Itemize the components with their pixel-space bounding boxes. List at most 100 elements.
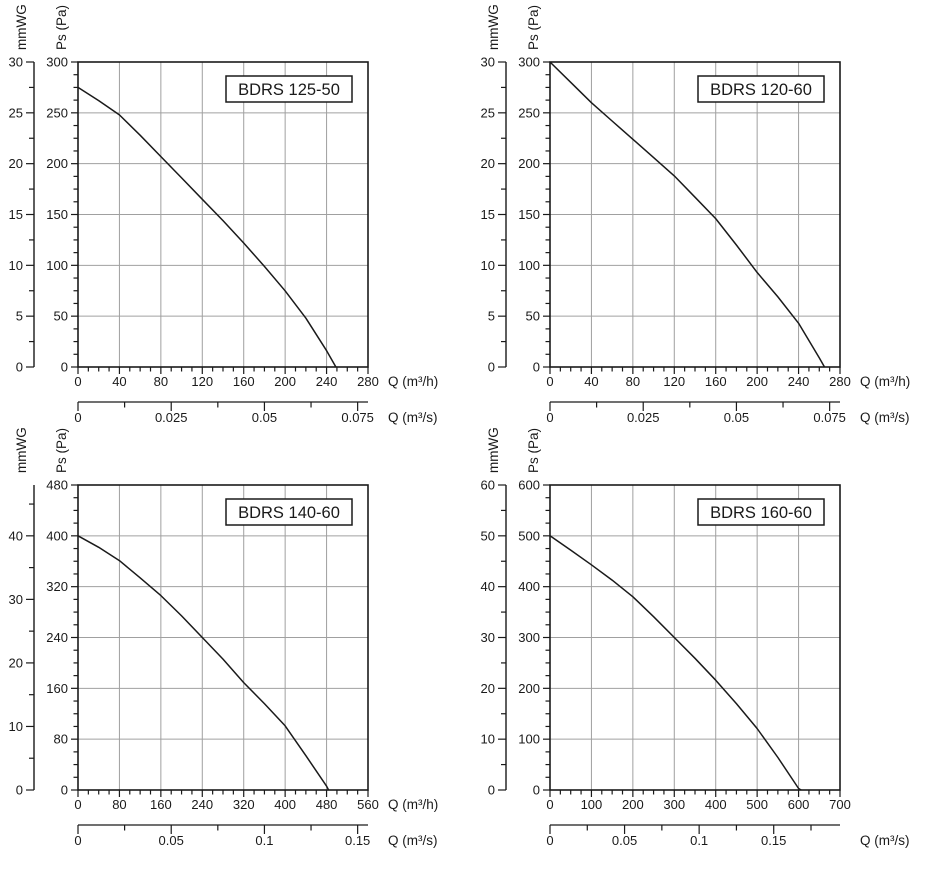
mmwg-tick-label: 0 (488, 360, 495, 375)
mmwg-tick-label: 30 (481, 630, 495, 645)
mmwg-tick-label: 5 (16, 309, 23, 324)
x2-tick-label: 0 (74, 410, 81, 425)
y-tick-label: 80 (54, 732, 68, 747)
x-tick-label: 280 (829, 374, 851, 389)
x2-tick-label: 0 (546, 833, 553, 848)
mmwg-axis-title: mmWG (486, 4, 501, 50)
x2-axis-title: Q (m³/s) (860, 833, 910, 848)
y-tick-label: 300 (46, 55, 68, 70)
y-tick-label: 0 (61, 360, 68, 375)
mmwg-axis-title: mmWG (14, 4, 29, 50)
y-axis-pa: 0 80 160 240 320 400 480 (46, 478, 78, 798)
x-tick-label: 600 (788, 797, 810, 812)
fan-curve (77, 86, 337, 368)
pa-axis-title: Ps (Pa) (54, 5, 69, 50)
mmwg-tick-label: 30 (9, 592, 23, 607)
x-tick-label: 100 (581, 797, 603, 812)
y-tick-label: 240 (46, 630, 68, 645)
x-tick-label: 700 (829, 797, 851, 812)
x-axis-m3h: 0 80 160 240 320 400 480 560 Q (m³/h) (74, 790, 438, 812)
x2-axis-m3s: 0 0.025 0.05 0.075 Q (m³/s) (546, 401, 910, 425)
mmwg-tick-label: 15 (9, 207, 23, 222)
pa-axis-title: Ps (Pa) (526, 5, 541, 50)
y-tick-label: 250 (518, 105, 540, 120)
x-tick-label: 40 (584, 374, 598, 389)
y-tick-label: 100 (46, 258, 68, 273)
x-tick-label: 80 (112, 797, 126, 812)
fan-curve (77, 535, 330, 791)
mmwg-tick-label: 30 (9, 55, 23, 70)
x-tick-label: 80 (626, 374, 640, 389)
fan-curve (549, 61, 826, 368)
x2-tick-label: 0 (74, 833, 81, 848)
x2-tick-label: 0.15 (761, 833, 786, 848)
chart-title: BDRS 160-60 (710, 504, 812, 522)
x-axis-m3h: 0 40 80 120 160 200 240 280 Q (m³/h) (546, 367, 910, 389)
y-tick-label: 400 (46, 528, 68, 543)
x2-axis-m3s: 0 0.05 0.1 0.15 Q (m³/s) (74, 824, 438, 848)
mmwg-axis-title: mmWG (14, 427, 29, 473)
x2-tick-label: 0.075 (341, 410, 374, 425)
y-tick-label: 0 (533, 360, 540, 375)
chart-bdrs-120-60: 0 40 80 120 160 200 240 280 Q (m³/h)050100150200… (481, 4, 911, 425)
x-tick-label: 200 (622, 797, 644, 812)
x-tick-label: 120 (663, 374, 685, 389)
mmwg-tick-label: 30 (481, 55, 495, 70)
mmwg-tick-label: 20 (9, 655, 23, 670)
x-tick-label: 200 (746, 374, 768, 389)
gridlines (78, 62, 368, 367)
x2-axis-title: Q (m³/s) (388, 833, 438, 848)
x-axis-m3h: 0 100 200 300 400 500 600 700 (546, 790, 851, 812)
y-tick-label: 600 (518, 478, 540, 493)
y-tick-label: 150 (518, 207, 540, 222)
x-tick-label: 320 (233, 797, 255, 812)
x2-tick-label: 0.025 (155, 410, 188, 425)
x-tick-label: 0 (74, 797, 81, 812)
y-tick-label: 50 (54, 309, 68, 324)
x2-tick-label: 0.025 (627, 410, 660, 425)
chart-title: BDRS 120-60 (710, 81, 812, 99)
x-tick-label: 200 (274, 374, 296, 389)
x-tick-label: 480 (316, 797, 338, 812)
mmwg-tick-label: 10 (481, 258, 495, 273)
x-tick-label: 160 (233, 374, 255, 389)
mmwg-tick-label: 10 (9, 258, 23, 273)
x-tick-label: 280 (357, 374, 379, 389)
x-tick-label: 0 (546, 797, 553, 812)
x2-tick-label: 0.05 (159, 833, 184, 848)
y-tick-label: 480 (46, 478, 68, 493)
x-tick-label: 40 (112, 374, 126, 389)
mmwg-tick-label: 10 (481, 732, 495, 747)
y-tick-label: 300 (518, 630, 540, 645)
mmwg-axis-title: mmWG (486, 427, 501, 473)
gridlines (550, 62, 840, 367)
x2-tick-label: 0.05 (612, 833, 637, 848)
x2-tick-label: 0.075 (813, 410, 846, 425)
mmwg-tick-label: 0 (16, 360, 23, 375)
x-tick-label: 120 (191, 374, 213, 389)
chart-bdrs-160-60: 0 100 200 300 400 500 600 700010020030040050060… (481, 427, 910, 848)
x-tick-label: 240 (788, 374, 810, 389)
gridlines (78, 485, 368, 790)
y-tick-label: 0 (61, 783, 68, 798)
x2-tick-label: 0.15 (345, 833, 370, 848)
mmwg-tick-label: 20 (9, 156, 23, 171)
x-tick-label: 0 (74, 374, 81, 389)
x-axis-title: Q (m³/h) (388, 374, 438, 389)
y-tick-label: 300 (518, 55, 540, 70)
x-tick-label: 560 (357, 797, 379, 812)
x-tick-label: 160 (150, 797, 172, 812)
mmwg-tick-label: 0 (488, 783, 495, 798)
y-axis-pa: 0 50 100 150 200 250 300 (518, 55, 550, 375)
pa-axis-title: Ps (Pa) (526, 428, 541, 473)
mmwg-tick-label: 10 (9, 719, 23, 734)
x2-tick-label: 0 (546, 410, 553, 425)
x2-tick-label: 0.1 (690, 833, 708, 848)
x-tick-label: 300 (663, 797, 685, 812)
x-axis-title: Q (m³/h) (388, 797, 438, 812)
chart-title: BDRS 125-50 (238, 81, 340, 99)
y-tick-label: 100 (518, 732, 540, 747)
mmwg-tick-label: 40 (481, 579, 495, 594)
chart-title: BDRS 140-60 (238, 504, 340, 522)
